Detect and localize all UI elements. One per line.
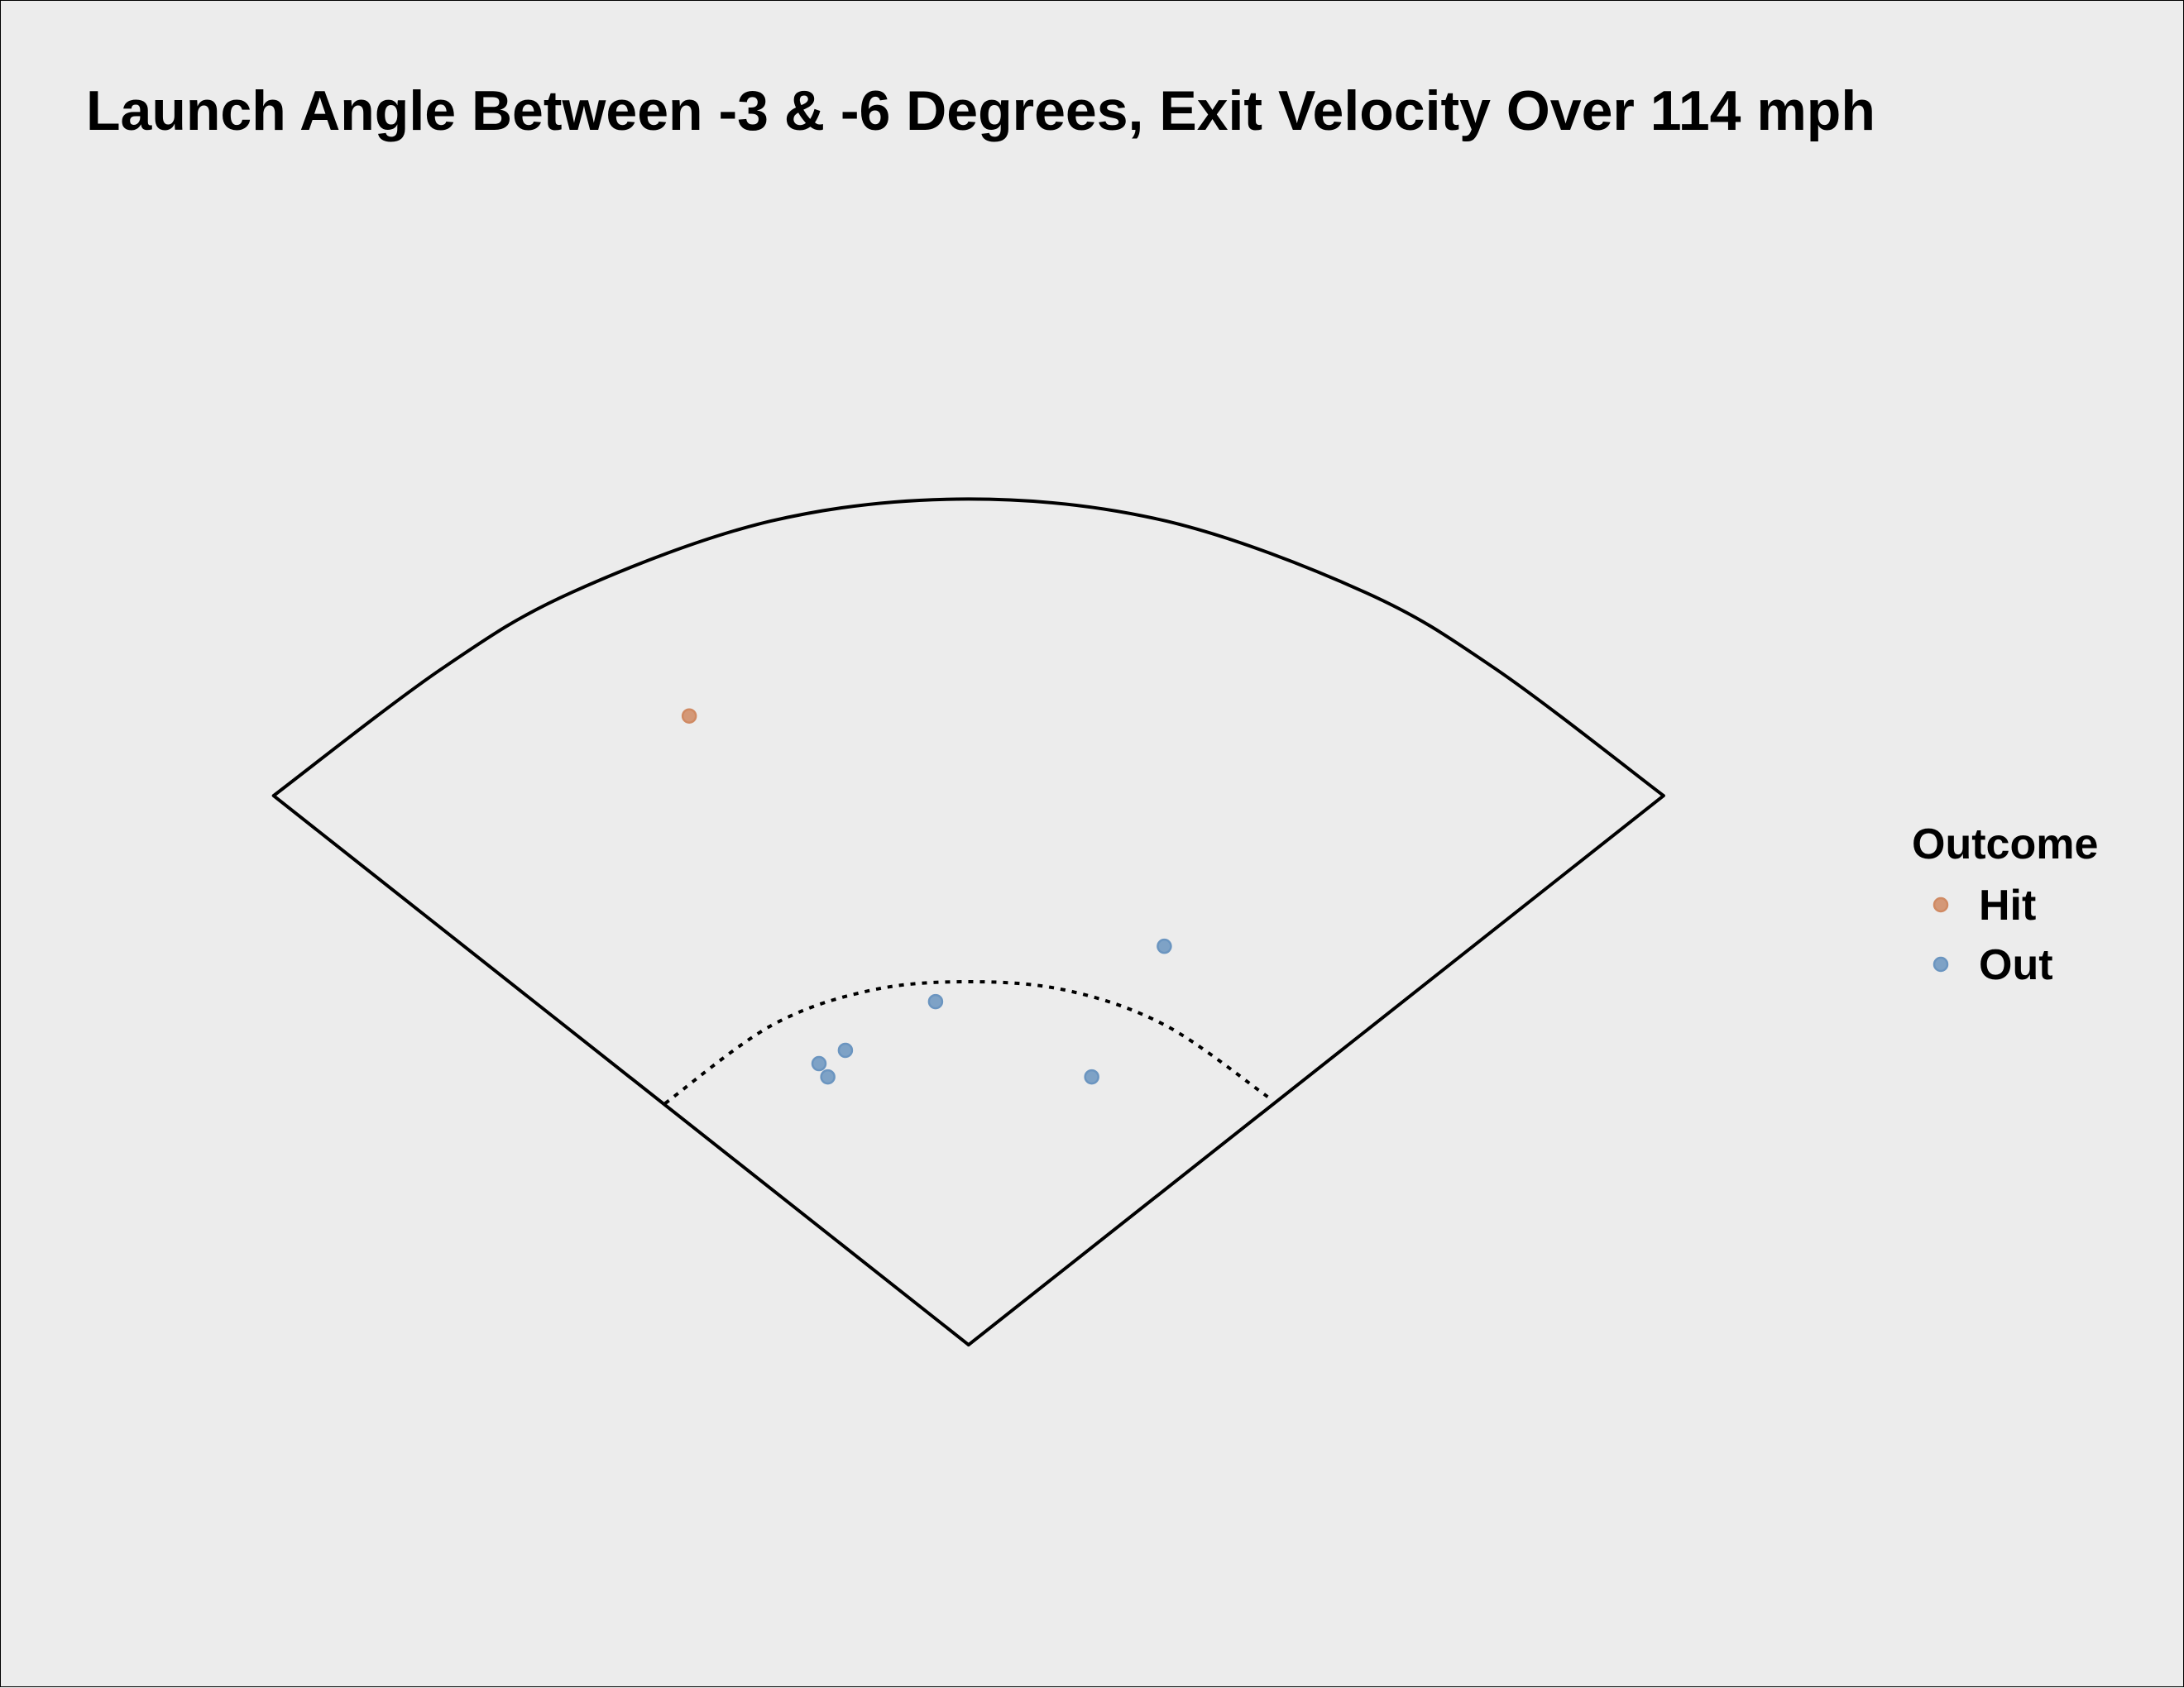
data-point-out (1084, 1069, 1099, 1085)
data-point-out (1157, 938, 1172, 954)
left-foul-line (271, 794, 970, 1347)
field-layer (271, 497, 1665, 1347)
chart-title: Launch Angle Between -3 & -6 Degrees, Ex… (86, 79, 1875, 142)
outfield-wall (272, 497, 1665, 797)
legend-title: Outcome (1912, 820, 2098, 868)
legend-label-out: Out (1979, 941, 2053, 989)
data-point-out (837, 1042, 854, 1059)
right-foul-line (966, 794, 1665, 1347)
legend: Outcome Hit Out (1912, 820, 2098, 989)
legend-entries: Hit Out (1933, 882, 2053, 989)
data-point-hit (681, 708, 697, 724)
points-layer (681, 708, 1172, 1085)
data-point-out (811, 1055, 827, 1072)
legend-key-hit (1933, 897, 1949, 913)
data-point-out (927, 993, 944, 1010)
data-point-out (820, 1069, 836, 1085)
infield-arc (663, 979, 1269, 1105)
legend-label-hit: Hit (1979, 882, 2036, 930)
legend-key-out (1933, 956, 1949, 973)
